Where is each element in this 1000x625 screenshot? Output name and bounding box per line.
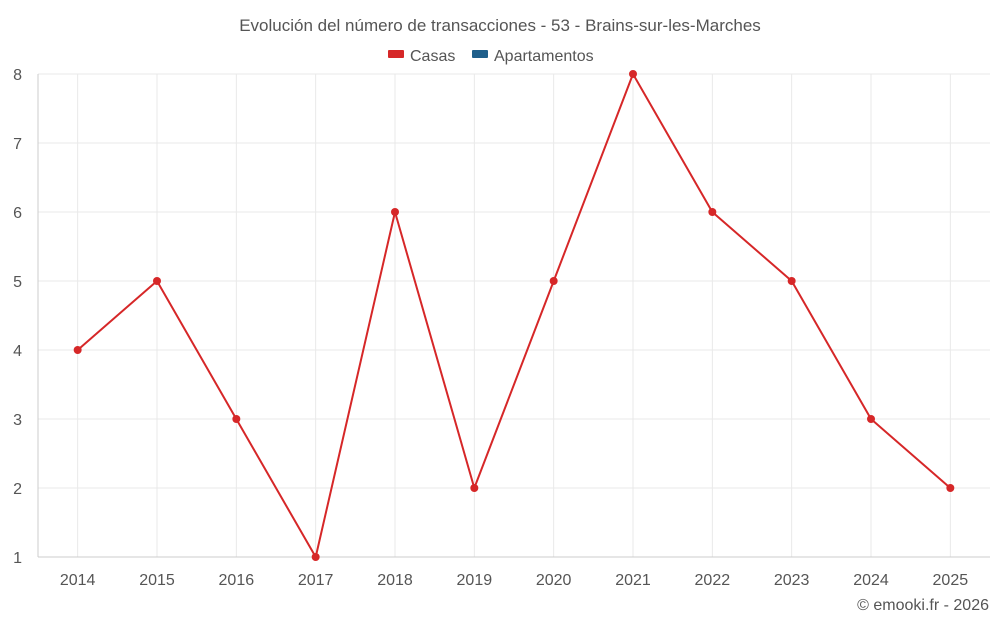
x-tick-label: 2015 — [139, 572, 175, 589]
data-point-casas[interactable] — [708, 208, 717, 216]
x-tick-label: 2018 — [377, 572, 413, 589]
data-point-casas[interactable] — [946, 484, 955, 492]
credit-text: © emooki.fr - 2026 — [857, 597, 989, 614]
legend-item-casas[interactable]: Casas — [388, 48, 455, 65]
y-tick-label: 8 — [13, 67, 22, 84]
x-axis-ticks: 2014 2015 2016 2017 2018 2019 2020 2021 2022 2023… — [60, 572, 968, 589]
axes — [37, 74, 990, 558]
legend-label-apartamentos: Apartamentos — [494, 48, 594, 65]
series-line-casas — [77, 73, 951, 558]
data-point-casas[interactable] — [629, 70, 637, 78]
data-point-casas[interactable] — [73, 346, 82, 354]
data-point-casas[interactable] — [153, 277, 161, 285]
y-axis-ticks: 1 2 3 4 5 6 7 8 — [13, 67, 22, 567]
data-point-casas[interactable] — [787, 277, 796, 285]
legend-item-apartamentos[interactable]: Apartamentos — [472, 48, 594, 65]
y-tick-label: 2 — [13, 481, 22, 498]
x-tick-label: 2025 — [933, 572, 969, 589]
y-tick-label: 5 — [13, 274, 22, 291]
x-tick-label: 2024 — [853, 572, 889, 589]
data-point-casas[interactable] — [311, 553, 320, 561]
x-tick-label: 2014 — [60, 572, 96, 589]
y-tick-label: 1 — [13, 550, 22, 567]
data-point-casas[interactable] — [470, 484, 479, 492]
x-tick-label: 2023 — [774, 572, 810, 589]
x-tick-label: 2016 — [219, 572, 255, 589]
chart-title: Evolución del número de transacciones - … — [239, 16, 761, 35]
x-tick-label: 2022 — [695, 572, 731, 589]
series — [73, 70, 955, 561]
y-tick-label: 7 — [13, 136, 22, 153]
legend: Casas Apartamentos — [388, 48, 594, 65]
data-point-casas[interactable] — [232, 415, 241, 423]
x-tick-label: 2020 — [536, 572, 572, 589]
x-tick-label: 2021 — [615, 572, 651, 589]
legend-swatch-apartamentos — [472, 50, 488, 58]
x-tick-label: 2019 — [457, 572, 493, 589]
y-tick-label: 3 — [13, 412, 22, 429]
data-point-casas[interactable] — [867, 415, 875, 423]
data-point-casas[interactable] — [549, 277, 558, 285]
legend-label-casas: Casas — [410, 48, 455, 65]
legend-swatch-casas — [388, 50, 404, 58]
y-tick-label: 6 — [13, 205, 22, 222]
y-tick-label: 4 — [13, 343, 22, 360]
grid — [38, 73, 990, 557]
data-point-casas[interactable] — [391, 208, 399, 216]
x-tick-label: 2017 — [298, 572, 334, 589]
